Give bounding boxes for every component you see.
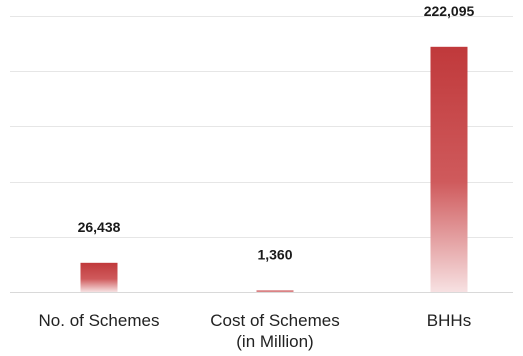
x-tick-label-0: No. of Schemes — [39, 311, 160, 330]
x-tick-label-1-line-1: (in Million) — [236, 332, 313, 351]
data-label-1: 1,360 — [257, 246, 292, 262]
data-label-0: 26,438 — [78, 219, 121, 235]
x-tick-label-1-line-0: Cost of Schemes — [210, 311, 339, 330]
data-labels: 26,438 1,360 222,095 — [78, 3, 475, 263]
bar-1 — [256, 290, 294, 292]
x-tick-label-2: BHHs — [427, 311, 471, 330]
bars — [80, 46, 468, 292]
x-axis-tick-labels: No. of Schemes Cost of Schemes (in Million… — [39, 311, 472, 351]
bar-2 — [430, 46, 468, 292]
gridlines — [10, 16, 513, 293]
data-label-2: 222,095 — [424, 3, 475, 19]
bar-0 — [80, 262, 118, 292]
